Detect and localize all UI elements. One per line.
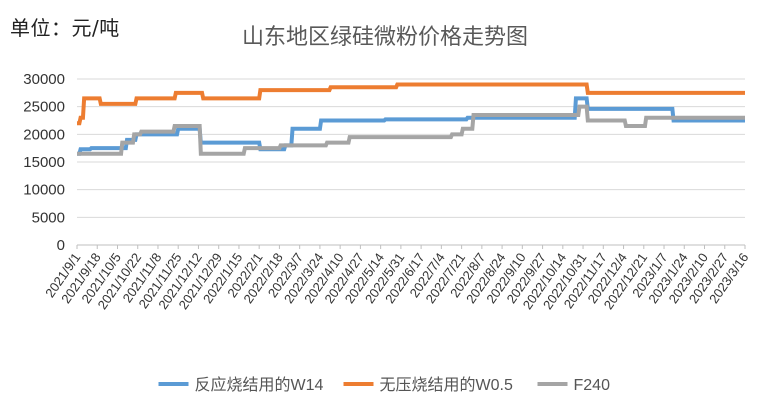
chart-title: 山东地区绿硅微粉价格走势图	[241, 25, 528, 50]
y-tick-label: 10000	[23, 182, 65, 199]
legend-label: 无压烧结用的W0.5	[380, 376, 513, 394]
unit-label: 单位：元/吨	[10, 16, 120, 40]
legend: 反应烧结用的W14 无压烧结用的W0.5 F240	[158, 375, 611, 394]
legend-label: 反应烧结用的W14	[195, 375, 324, 394]
y-tick-label: 5000	[32, 209, 65, 226]
y-tick-label: 20000	[23, 126, 65, 143]
y-tick-label: 30000	[23, 71, 65, 88]
y-tick-label: 15000	[23, 154, 65, 171]
series-line	[77, 104, 745, 156]
y-tick-label: 0	[57, 237, 65, 254]
y-tick-label: 25000	[23, 99, 65, 116]
legend-label: F240	[574, 377, 611, 394]
series-line	[77, 82, 745, 126]
